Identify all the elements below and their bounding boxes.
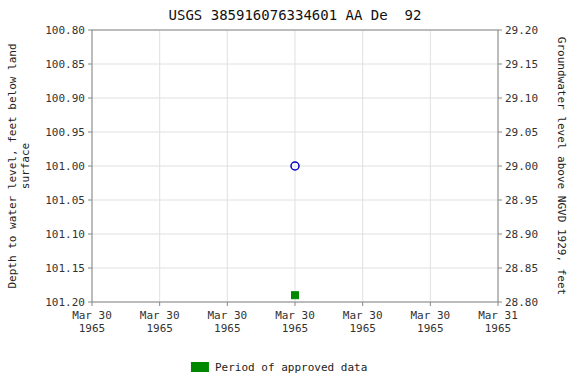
marks bbox=[291, 162, 299, 299]
tick-x bbox=[227, 302, 228, 306]
title: USGS 385916076334601 AA De 92 bbox=[169, 7, 422, 23]
tick-y bbox=[88, 234, 92, 235]
grid bbox=[92, 30, 498, 302]
point bbox=[292, 292, 299, 299]
axis-label-y: Depth to water level, feet below landsur… bbox=[6, 43, 32, 288]
tick-label-y: 101.10 bbox=[45, 228, 85, 241]
tick-label-x: Mar 301965 bbox=[410, 309, 450, 335]
tick-x bbox=[295, 302, 296, 306]
tick-label-y: 100.80 bbox=[45, 24, 85, 37]
tick-label-y: 100.90 bbox=[45, 92, 85, 105]
tick-y2 bbox=[498, 234, 502, 235]
axis-label-y2: Groundwater level above NGVD 1929, feet bbox=[555, 37, 568, 295]
tick-y bbox=[88, 302, 92, 303]
grid-line-x bbox=[362, 30, 363, 302]
tick-label-y: 101.20 bbox=[45, 296, 85, 309]
tick-label-y2: 29.20 bbox=[505, 24, 538, 37]
tick-label-x: Mar 301965 bbox=[140, 309, 180, 335]
grid-line-x bbox=[159, 30, 160, 302]
plot-frame bbox=[92, 30, 498, 302]
tick-label-y2: 28.90 bbox=[505, 228, 538, 241]
tick-y bbox=[88, 166, 92, 167]
tick-label-x: Mar 301965 bbox=[207, 309, 247, 335]
tick-x bbox=[159, 302, 160, 306]
tick-x bbox=[362, 302, 363, 306]
tick-label-y2: 29.10 bbox=[505, 92, 538, 105]
tick-label-y: 101.05 bbox=[45, 194, 85, 207]
tick-label-y2: 29.00 bbox=[505, 160, 538, 173]
tick-label-y: 101.00 bbox=[45, 160, 85, 173]
tick-y2 bbox=[498, 302, 502, 303]
tick-label-y2: 28.80 bbox=[505, 296, 538, 309]
tick-x bbox=[430, 302, 431, 306]
background bbox=[0, 0, 576, 384]
legend: Period of approved data bbox=[191, 361, 367, 374]
tick-y bbox=[88, 98, 92, 99]
axes: 100.80 100.85 100.90 100.95 101.00 101.05 101.… bbox=[45, 24, 538, 335]
tick-y bbox=[88, 64, 92, 65]
tick-label-y2: 29.05 bbox=[505, 126, 538, 139]
tick-y bbox=[88, 132, 92, 133]
tick-y bbox=[88, 30, 92, 31]
tick-label-x: Mar 301965 bbox=[343, 309, 383, 335]
tick-y2 bbox=[498, 64, 502, 65]
tick-label-y2: 28.95 bbox=[505, 194, 538, 207]
tick-label-x: Mar 301965 bbox=[275, 309, 315, 335]
legend-label: Period of approved data bbox=[215, 361, 367, 374]
tick-y2 bbox=[498, 200, 502, 201]
tick-label-y: 101.15 bbox=[45, 262, 85, 275]
chart: 100.80 100.85 100.90 100.95 101.00 101.05 101.… bbox=[0, 0, 576, 384]
tick-y2 bbox=[498, 166, 502, 167]
tick-label-y: 100.85 bbox=[45, 58, 85, 71]
legend-swatch bbox=[191, 362, 209, 372]
tick-label-x: Mar 311965 bbox=[478, 309, 518, 335]
tick-y2 bbox=[498, 268, 502, 269]
tick-label-y: 100.95 bbox=[45, 126, 85, 139]
tick-label-y2: 28.85 bbox=[505, 262, 538, 275]
tick-y bbox=[88, 200, 92, 201]
tick-y2 bbox=[498, 132, 502, 133]
tick-x bbox=[92, 302, 93, 306]
grid-line-x bbox=[295, 30, 296, 302]
tick-y bbox=[88, 268, 92, 269]
tick-label-y2: 29.15 bbox=[505, 58, 538, 71]
tick-label-x: Mar 301965 bbox=[72, 309, 112, 335]
tick-x bbox=[498, 302, 499, 306]
tick-y2 bbox=[498, 30, 502, 31]
grid-line-x bbox=[227, 30, 228, 302]
grid-line-x bbox=[430, 30, 431, 302]
point bbox=[291, 162, 299, 170]
tick-y2 bbox=[498, 98, 502, 99]
